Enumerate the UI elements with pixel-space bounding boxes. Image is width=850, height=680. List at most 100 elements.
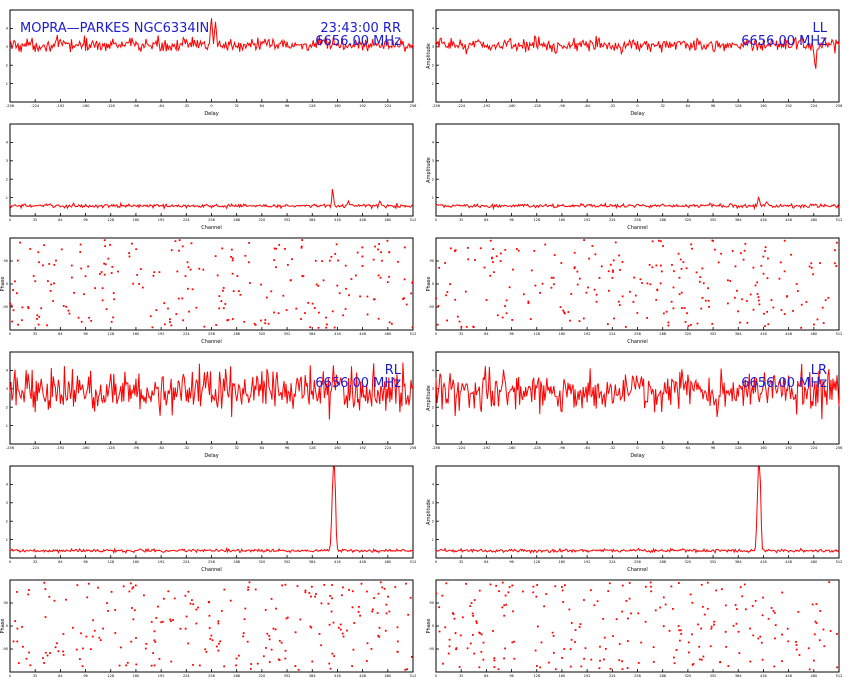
phase-point	[179, 627, 182, 630]
x-tick-label: 320	[259, 560, 266, 564]
phase-point	[268, 635, 271, 637]
phase-point	[621, 584, 624, 587]
phase-point	[560, 262, 563, 264]
phase-point	[541, 282, 544, 285]
phase-point	[764, 246, 767, 249]
phase-point	[773, 611, 776, 614]
phase-point	[594, 253, 597, 256]
phase-point	[612, 259, 615, 262]
phase-point	[614, 241, 617, 244]
x-axis-label: Channel	[627, 225, 648, 231]
phase-point	[273, 247, 276, 250]
x-tick-label: 160	[559, 560, 566, 564]
phase-point	[735, 608, 738, 610]
annotations-layer: MOPRA—PARKES NGC6334IN 23:43:00 RR 6656.…	[20, 21, 828, 391]
phase-point	[589, 589, 592, 592]
phase-point	[649, 283, 652, 286]
phase-point	[19, 241, 22, 244]
x-tick-label: 96	[83, 332, 87, 336]
y-tick-label: 3	[432, 387, 434, 391]
phase-point	[737, 630, 740, 633]
phase-point	[366, 295, 369, 298]
phase-point	[38, 315, 41, 318]
phase-point	[242, 635, 245, 638]
phase-point	[534, 284, 537, 287]
phase-point	[327, 602, 330, 605]
phase-point	[482, 658, 485, 661]
x-tick-label: 288	[659, 218, 666, 222]
phase-point	[374, 245, 376, 248]
phase-point	[580, 665, 583, 668]
phase-point	[346, 629, 348, 632]
phase-point	[332, 621, 335, 624]
x-tick-label: 64	[686, 446, 691, 450]
y-tick-label: 1	[432, 424, 434, 428]
phase-point	[701, 605, 704, 608]
phase-point	[535, 595, 538, 598]
phase-point	[629, 290, 631, 293]
phase-point	[444, 626, 447, 629]
phase-point	[499, 260, 502, 263]
phase-point	[244, 254, 247, 257]
phase-point	[621, 668, 624, 671]
phase-point	[438, 266, 441, 269]
phase-point	[235, 657, 238, 660]
phase-point	[512, 610, 514, 613]
phase-point	[539, 291, 541, 294]
phase-point	[243, 618, 246, 621]
phase-point	[396, 640, 399, 643]
x-tick-label: 224	[609, 218, 616, 222]
phase-point	[344, 264, 347, 267]
phase-point	[752, 634, 755, 637]
phase-point	[286, 263, 289, 266]
phase-point	[644, 620, 647, 623]
phase-point	[691, 663, 694, 666]
phase-point	[703, 613, 706, 616]
phase-point	[764, 250, 766, 252]
x-tick-label: -32	[609, 446, 615, 450]
phase-point	[161, 620, 164, 623]
phase-point	[189, 268, 192, 271]
phase-point	[578, 320, 581, 322]
phase-point	[670, 300, 673, 303]
phase-point	[834, 262, 836, 265]
phase-point	[181, 245, 184, 248]
phase-point	[767, 257, 769, 260]
phase-point	[767, 323, 770, 326]
phase-point	[796, 290, 799, 293]
x-tick-label: 448	[359, 674, 366, 678]
phase-point	[754, 600, 757, 602]
phase-point	[222, 307, 225, 310]
phase-point	[383, 587, 386, 590]
phase-point	[576, 283, 579, 286]
phase-point	[388, 275, 391, 278]
phase-point	[783, 270, 786, 273]
phase-point	[126, 661, 129, 664]
phase-point	[505, 603, 508, 606]
phase-point	[652, 646, 655, 649]
phase-point	[230, 248, 233, 251]
phase-point	[267, 322, 270, 325]
phase-point	[690, 243, 693, 246]
phase-point	[576, 270, 579, 273]
x-tick-label: 96	[711, 446, 715, 450]
phase-point	[385, 612, 388, 615]
phase-point	[567, 311, 570, 313]
phase-point	[816, 318, 819, 321]
phase-point	[342, 635, 345, 638]
x-tick-label: 352	[710, 218, 717, 222]
phase-point	[471, 612, 474, 615]
phase-point	[749, 293, 752, 296]
phase-point	[122, 585, 125, 588]
phase-point	[230, 255, 232, 258]
phase-point	[167, 307, 169, 310]
phase-point	[707, 287, 709, 290]
phase-point	[835, 241, 838, 244]
phase-point	[388, 610, 391, 613]
phase-point	[570, 293, 573, 295]
phase-point	[14, 620, 17, 622]
x-tick-label: 480	[384, 218, 391, 222]
phase-point	[223, 665, 226, 668]
phase-point	[295, 307, 298, 310]
x-tick-label: 320	[259, 218, 266, 222]
